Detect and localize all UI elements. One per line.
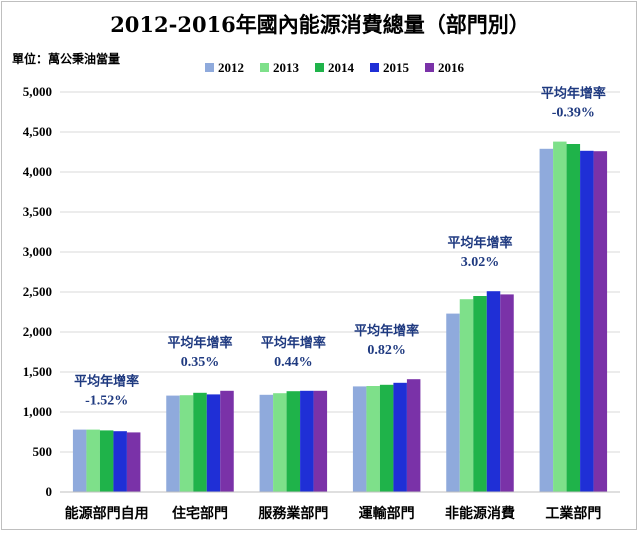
legend-swatch xyxy=(260,63,269,72)
annotation-label: 平均年增率 xyxy=(167,335,232,351)
annotation-rate: 0.82% xyxy=(367,343,406,358)
annotation-rate: -0.39% xyxy=(552,106,595,121)
bar xyxy=(86,429,100,492)
category-labels: 能源部門自用 住宅部門 服務業部門 運輸部門 非能源消費 工業部門 xyxy=(65,505,602,522)
bar xyxy=(593,151,608,492)
annotation-label: 平均年增率 xyxy=(541,86,606,102)
legend-swatch xyxy=(425,63,434,72)
y-tick-label: 2,500 xyxy=(23,284,52,299)
bar xyxy=(193,392,207,492)
legend-label: 2015 xyxy=(383,60,410,75)
y-tick-label: 5,000 xyxy=(23,84,52,99)
y-tick-label: 2,000 xyxy=(23,324,52,339)
bar xyxy=(126,432,141,492)
bar xyxy=(220,390,234,492)
bar xyxy=(580,150,594,493)
legend-label: 2013 xyxy=(273,60,300,75)
bar xyxy=(446,313,460,492)
bar xyxy=(500,294,514,492)
category-label: 住宅部門 xyxy=(172,505,228,522)
y-tick-label: 500 xyxy=(33,444,53,459)
annotation-label: 平均年增率 xyxy=(74,374,139,390)
annotation-rate: -1.52% xyxy=(85,394,128,409)
legend-label: 2014 xyxy=(328,60,355,75)
y-tick-label: 4,000 xyxy=(23,164,52,179)
bar xyxy=(553,141,567,492)
bar xyxy=(313,390,328,492)
bar xyxy=(473,296,487,492)
bar xyxy=(179,395,194,492)
annotation-rate: 3.02% xyxy=(461,255,500,270)
legend-swatch xyxy=(315,63,324,72)
annotation-label: 平均年增率 xyxy=(261,335,326,351)
category-label: 服務業部門 xyxy=(258,505,328,522)
bar xyxy=(539,148,554,493)
bar xyxy=(206,394,221,492)
bar xyxy=(259,394,274,492)
annotation-rate: 0.35% xyxy=(181,355,220,370)
bar xyxy=(366,386,380,492)
legend-label: 2016 xyxy=(438,60,465,75)
bar xyxy=(486,291,501,492)
y-tick-label: 1,500 xyxy=(23,364,52,379)
bar xyxy=(379,384,394,492)
y-tick-label: 3,500 xyxy=(23,204,52,219)
annotation-rate: 0.44% xyxy=(274,355,313,370)
bar xyxy=(352,386,367,492)
category-label: 工業部門 xyxy=(545,505,601,522)
bar xyxy=(99,430,114,492)
legend-label: 2012 xyxy=(218,60,244,75)
bar xyxy=(393,382,407,492)
legend-swatch xyxy=(370,63,379,72)
bar xyxy=(273,393,287,492)
bar xyxy=(459,299,474,492)
category-label: 能源部門自用 xyxy=(65,505,149,522)
annotation-label: 平均年增率 xyxy=(354,323,419,339)
bar xyxy=(300,390,314,492)
category-label: 非能源消費 xyxy=(445,505,515,522)
y-tick-label: 4,500 xyxy=(23,124,52,139)
bar xyxy=(113,431,127,492)
y-axis-ticks: 0 500 1,000 1,500 2,000 2,500 3,000 3,500 4,000 4… xyxy=(23,84,52,499)
chart-title: 2012-2016年國內能源消費總量（部門別） xyxy=(110,12,530,37)
y-tick-label: 1,000 xyxy=(23,404,52,419)
bar xyxy=(406,379,421,492)
gridlines xyxy=(60,91,620,453)
legend-swatch xyxy=(205,63,214,72)
bar xyxy=(166,395,180,492)
annotations: 平均年增率 -1.52% 平均年增率 0.35% 平均年增率 0.44% 平均年增率 0.82… xyxy=(74,86,606,409)
bars xyxy=(72,141,608,493)
unit-label: 單位：萬公秉油當量 xyxy=(12,51,120,66)
y-tick-label: 0 xyxy=(46,484,53,499)
annotation-label: 平均年增率 xyxy=(447,235,512,251)
bar xyxy=(286,391,301,492)
category-label: 運輸部門 xyxy=(359,505,415,522)
bar xyxy=(72,429,87,492)
bar xyxy=(566,144,581,492)
y-tick-label: 3,000 xyxy=(23,244,52,259)
legend: 2012 2013 2014 2015 2016 xyxy=(205,60,465,75)
